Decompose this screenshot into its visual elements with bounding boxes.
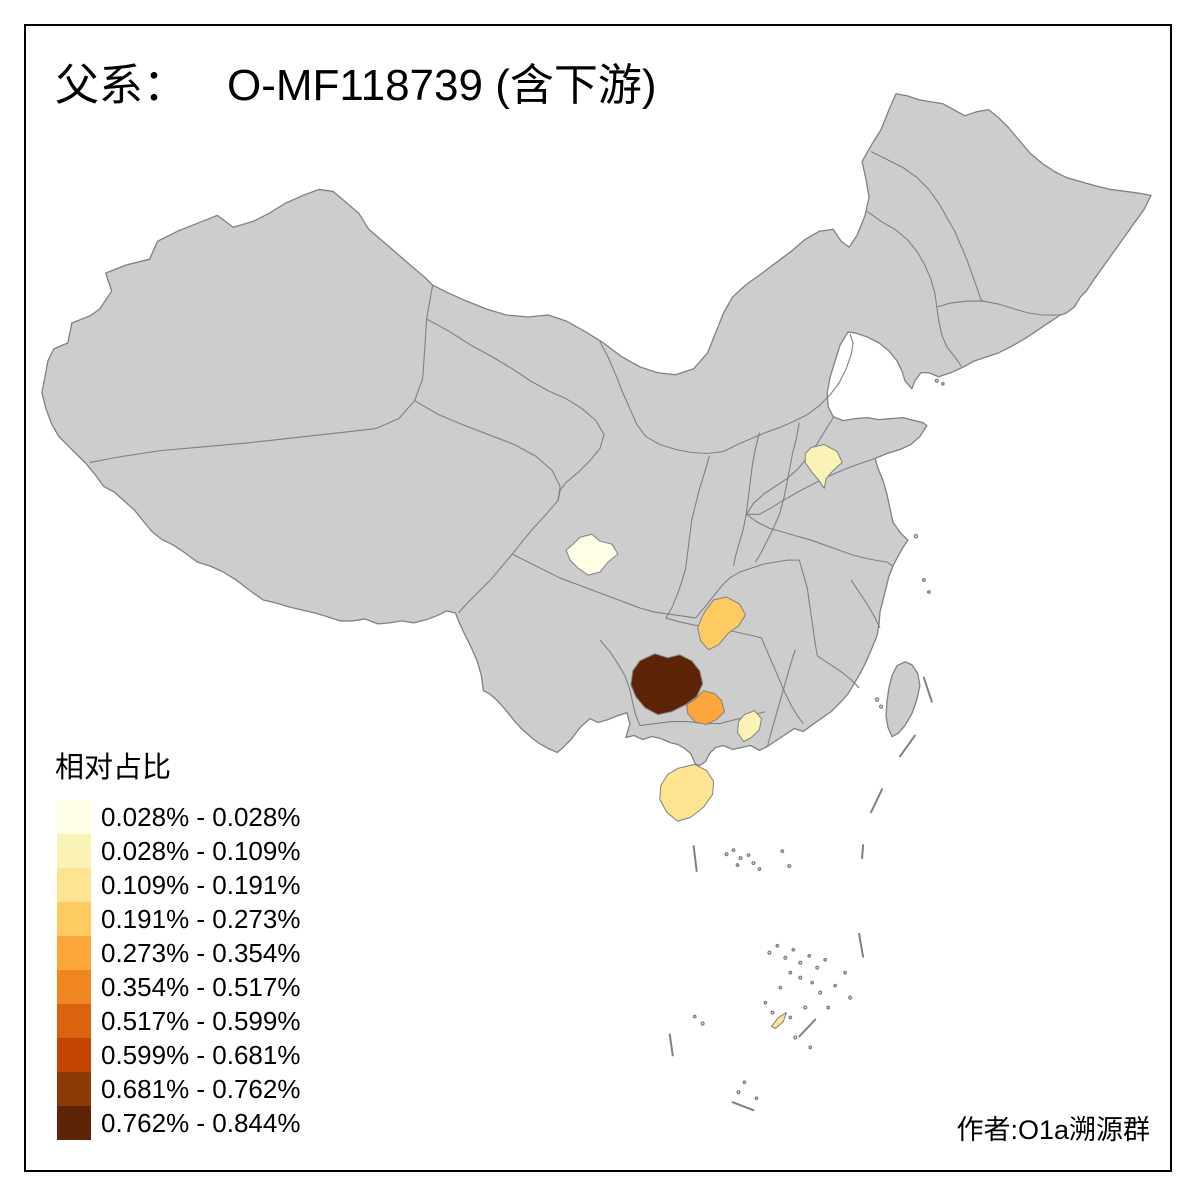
- legend-label: 0.028% - 0.109%: [101, 835, 301, 866]
- plot-frame: [24, 24, 1172, 1172]
- legend-label: 0.517% - 0.599%: [101, 1005, 301, 1036]
- legend-row: 0.028% - 0.028%: [55, 800, 301, 835]
- legend-label: 0.599% - 0.681%: [101, 1039, 301, 1070]
- legend-swatch: [57, 970, 91, 1005]
- legend-swatch: [57, 1004, 91, 1039]
- china-choropleth-map: [41, 93, 1152, 1112]
- legend-swatch: [57, 868, 91, 903]
- legend-row: 0.681% - 0.762%: [55, 1072, 301, 1107]
- legend-swatch: [57, 902, 91, 937]
- legend-row: 0.762% - 0.844%: [55, 1106, 301, 1141]
- legend-label: 0.681% - 0.762%: [101, 1073, 301, 1104]
- taiwan-island: [885, 661, 921, 738]
- legend-label: 0.273% - 0.354%: [101, 937, 301, 968]
- region-north-guizhou-area: [697, 596, 746, 651]
- region-north-guangxi-area: [686, 690, 726, 726]
- legend-label: 0.028% - 0.028%: [101, 801, 301, 832]
- legend-swatch: [57, 1106, 91, 1141]
- region-pearl-delta-area: [737, 710, 762, 742]
- legend-label: 0.762% - 0.844%: [101, 1107, 301, 1138]
- region-hainan-island: [659, 763, 715, 822]
- legend-row: 0.191% - 0.273%: [55, 902, 301, 937]
- legend-title: 相对占比: [55, 752, 172, 784]
- legend-row: 0.599% - 0.681%: [55, 1038, 301, 1073]
- mainland-outline: [41, 93, 1152, 767]
- legend-row: 0.028% - 0.109%: [55, 834, 301, 869]
- legend-row: 0.273% - 0.354%: [55, 936, 301, 971]
- legend-label: 0.109% - 0.191%: [101, 869, 301, 900]
- legend-swatch: [57, 834, 91, 869]
- legend-swatch: [57, 1072, 91, 1107]
- legend-swatch: [57, 1038, 91, 1073]
- legend-swatch: [57, 936, 91, 971]
- mainland-china: [41, 93, 1152, 767]
- nine-dash-line: [668, 676, 933, 1112]
- islets: [692, 378, 945, 1101]
- legend-label: 0.354% - 0.517%: [101, 971, 301, 1002]
- region-south-china-sea-islet: [770, 1012, 787, 1029]
- legend-label: 0.191% - 0.273%: [101, 903, 301, 934]
- page-title: 父系： O-MF118739 (含下游): [55, 61, 657, 110]
- legend-row: 0.517% - 0.599%: [55, 1004, 301, 1039]
- legend: 相对占比 0.028% - 0.028% 0.028% - 0.109% 0.109…: [55, 750, 301, 1141]
- legend-swatch: [57, 800, 91, 835]
- legend-rows: 0.028% - 0.028% 0.028% - 0.109% 0.109% - 0…: [55, 800, 301, 1141]
- title-main: O-MF118739 (含下游): [227, 61, 657, 110]
- region-chengdu-area: [565, 533, 619, 576]
- legend-row: 0.354% - 0.517%: [55, 970, 301, 1005]
- title-prefix: 父系：: [55, 61, 187, 110]
- region-central-guizhou-area: [630, 653, 704, 716]
- legend-row: 0.109% - 0.191%: [55, 868, 301, 903]
- highlighted-regions: [565, 444, 843, 1029]
- region-beijing-area: [804, 444, 843, 489]
- attribution: 作者:O1a溯源群: [956, 1115, 1150, 1145]
- taiwan-outline: [885, 661, 921, 738]
